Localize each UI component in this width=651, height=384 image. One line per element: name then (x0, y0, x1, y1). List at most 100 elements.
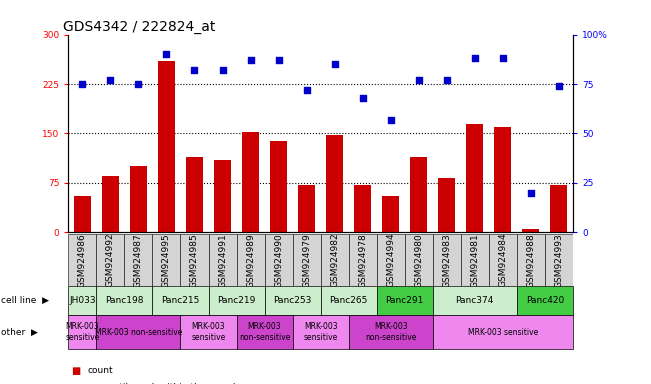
Text: Panc374: Panc374 (456, 296, 494, 305)
Bar (292, 234, 320, 286)
Bar (466, 124, 483, 232)
Bar (320, 286, 377, 315)
Text: GSM924985: GSM924985 (190, 233, 199, 288)
Bar (208, 234, 236, 286)
Text: GSM924995: GSM924995 (162, 233, 171, 288)
Bar (152, 286, 208, 315)
Text: count: count (88, 366, 113, 375)
Bar (158, 61, 175, 232)
Text: GSM924986: GSM924986 (78, 233, 87, 288)
Text: GSM924987: GSM924987 (134, 233, 143, 288)
Text: Panc219: Panc219 (217, 296, 256, 305)
Point (329, 61, 340, 67)
Point (413, 77, 424, 83)
Bar (377, 234, 405, 286)
Point (105, 77, 116, 83)
Bar (208, 286, 264, 315)
Text: GSM924980: GSM924980 (414, 233, 423, 288)
Text: Panc215: Panc215 (161, 296, 200, 305)
Bar (298, 185, 315, 232)
Bar (74, 196, 90, 232)
Bar (410, 157, 427, 232)
Bar (349, 315, 433, 349)
Point (301, 87, 312, 93)
Point (77, 81, 88, 87)
Bar (68, 286, 96, 315)
Point (385, 116, 396, 122)
Bar (354, 185, 371, 232)
Text: GSM924984: GSM924984 (498, 233, 507, 288)
Text: Panc265: Panc265 (329, 296, 368, 305)
Text: MRK-003
sensitive: MRK-003 sensitive (303, 323, 338, 342)
Bar (489, 234, 517, 286)
Bar (180, 234, 208, 286)
Bar (545, 234, 573, 286)
Bar (264, 286, 320, 315)
Text: cell line  ▶: cell line ▶ (1, 296, 49, 305)
Bar (517, 234, 545, 286)
Text: GDS4342 / 222824_at: GDS4342 / 222824_at (63, 20, 215, 33)
Text: GSM924993: GSM924993 (555, 233, 563, 288)
Point (553, 83, 564, 89)
Text: GSM924994: GSM924994 (386, 233, 395, 288)
Text: MRK-003 sensitive: MRK-003 sensitive (467, 328, 538, 337)
Text: percentile rank within the sample: percentile rank within the sample (88, 383, 241, 384)
Text: GSM924983: GSM924983 (442, 233, 451, 288)
Bar (320, 234, 349, 286)
Text: other  ▶: other ▶ (1, 328, 38, 337)
Text: GSM924990: GSM924990 (274, 233, 283, 288)
Bar (405, 234, 433, 286)
Bar (236, 315, 292, 349)
Point (525, 190, 536, 196)
Text: GSM924988: GSM924988 (527, 233, 535, 288)
Bar (180, 315, 236, 349)
Point (189, 67, 200, 73)
Point (245, 57, 256, 63)
Text: Panc198: Panc198 (105, 296, 144, 305)
Text: GSM924992: GSM924992 (106, 233, 115, 288)
Bar (433, 234, 461, 286)
Bar (494, 127, 511, 232)
Bar (96, 286, 152, 315)
Bar (236, 234, 264, 286)
Bar (186, 157, 203, 232)
Bar (96, 234, 124, 286)
Bar (551, 185, 567, 232)
Point (273, 57, 284, 63)
Text: Panc420: Panc420 (526, 296, 564, 305)
Point (217, 67, 228, 73)
Bar (433, 315, 573, 349)
Point (133, 81, 144, 87)
Point (441, 77, 452, 83)
Bar (382, 196, 399, 232)
Bar (517, 286, 573, 315)
Bar (292, 315, 349, 349)
Bar (68, 315, 96, 349)
Bar (96, 315, 180, 349)
Bar (68, 234, 96, 286)
Text: MRK-003
sensitive: MRK-003 sensitive (65, 323, 100, 342)
Bar (438, 178, 455, 232)
Text: Panc291: Panc291 (385, 296, 424, 305)
Bar (326, 135, 343, 232)
Text: GSM924981: GSM924981 (470, 233, 479, 288)
Bar (242, 132, 259, 232)
Text: GSM924979: GSM924979 (302, 233, 311, 288)
Text: Panc253: Panc253 (273, 296, 312, 305)
Bar (433, 286, 517, 315)
Bar (124, 234, 152, 286)
Text: ■: ■ (72, 383, 81, 384)
Text: MRK-003
non-sensitive: MRK-003 non-sensitive (239, 323, 290, 342)
Text: MRK-003
sensitive: MRK-003 sensitive (191, 323, 226, 342)
Bar (130, 166, 147, 232)
Bar (522, 229, 539, 232)
Bar (270, 141, 287, 232)
Text: ■: ■ (72, 366, 81, 376)
Point (357, 95, 368, 101)
Bar (152, 234, 180, 286)
Bar (377, 286, 433, 315)
Bar (264, 234, 292, 286)
Bar (461, 234, 489, 286)
Text: GSM924991: GSM924991 (218, 233, 227, 288)
Text: GSM924978: GSM924978 (358, 233, 367, 288)
